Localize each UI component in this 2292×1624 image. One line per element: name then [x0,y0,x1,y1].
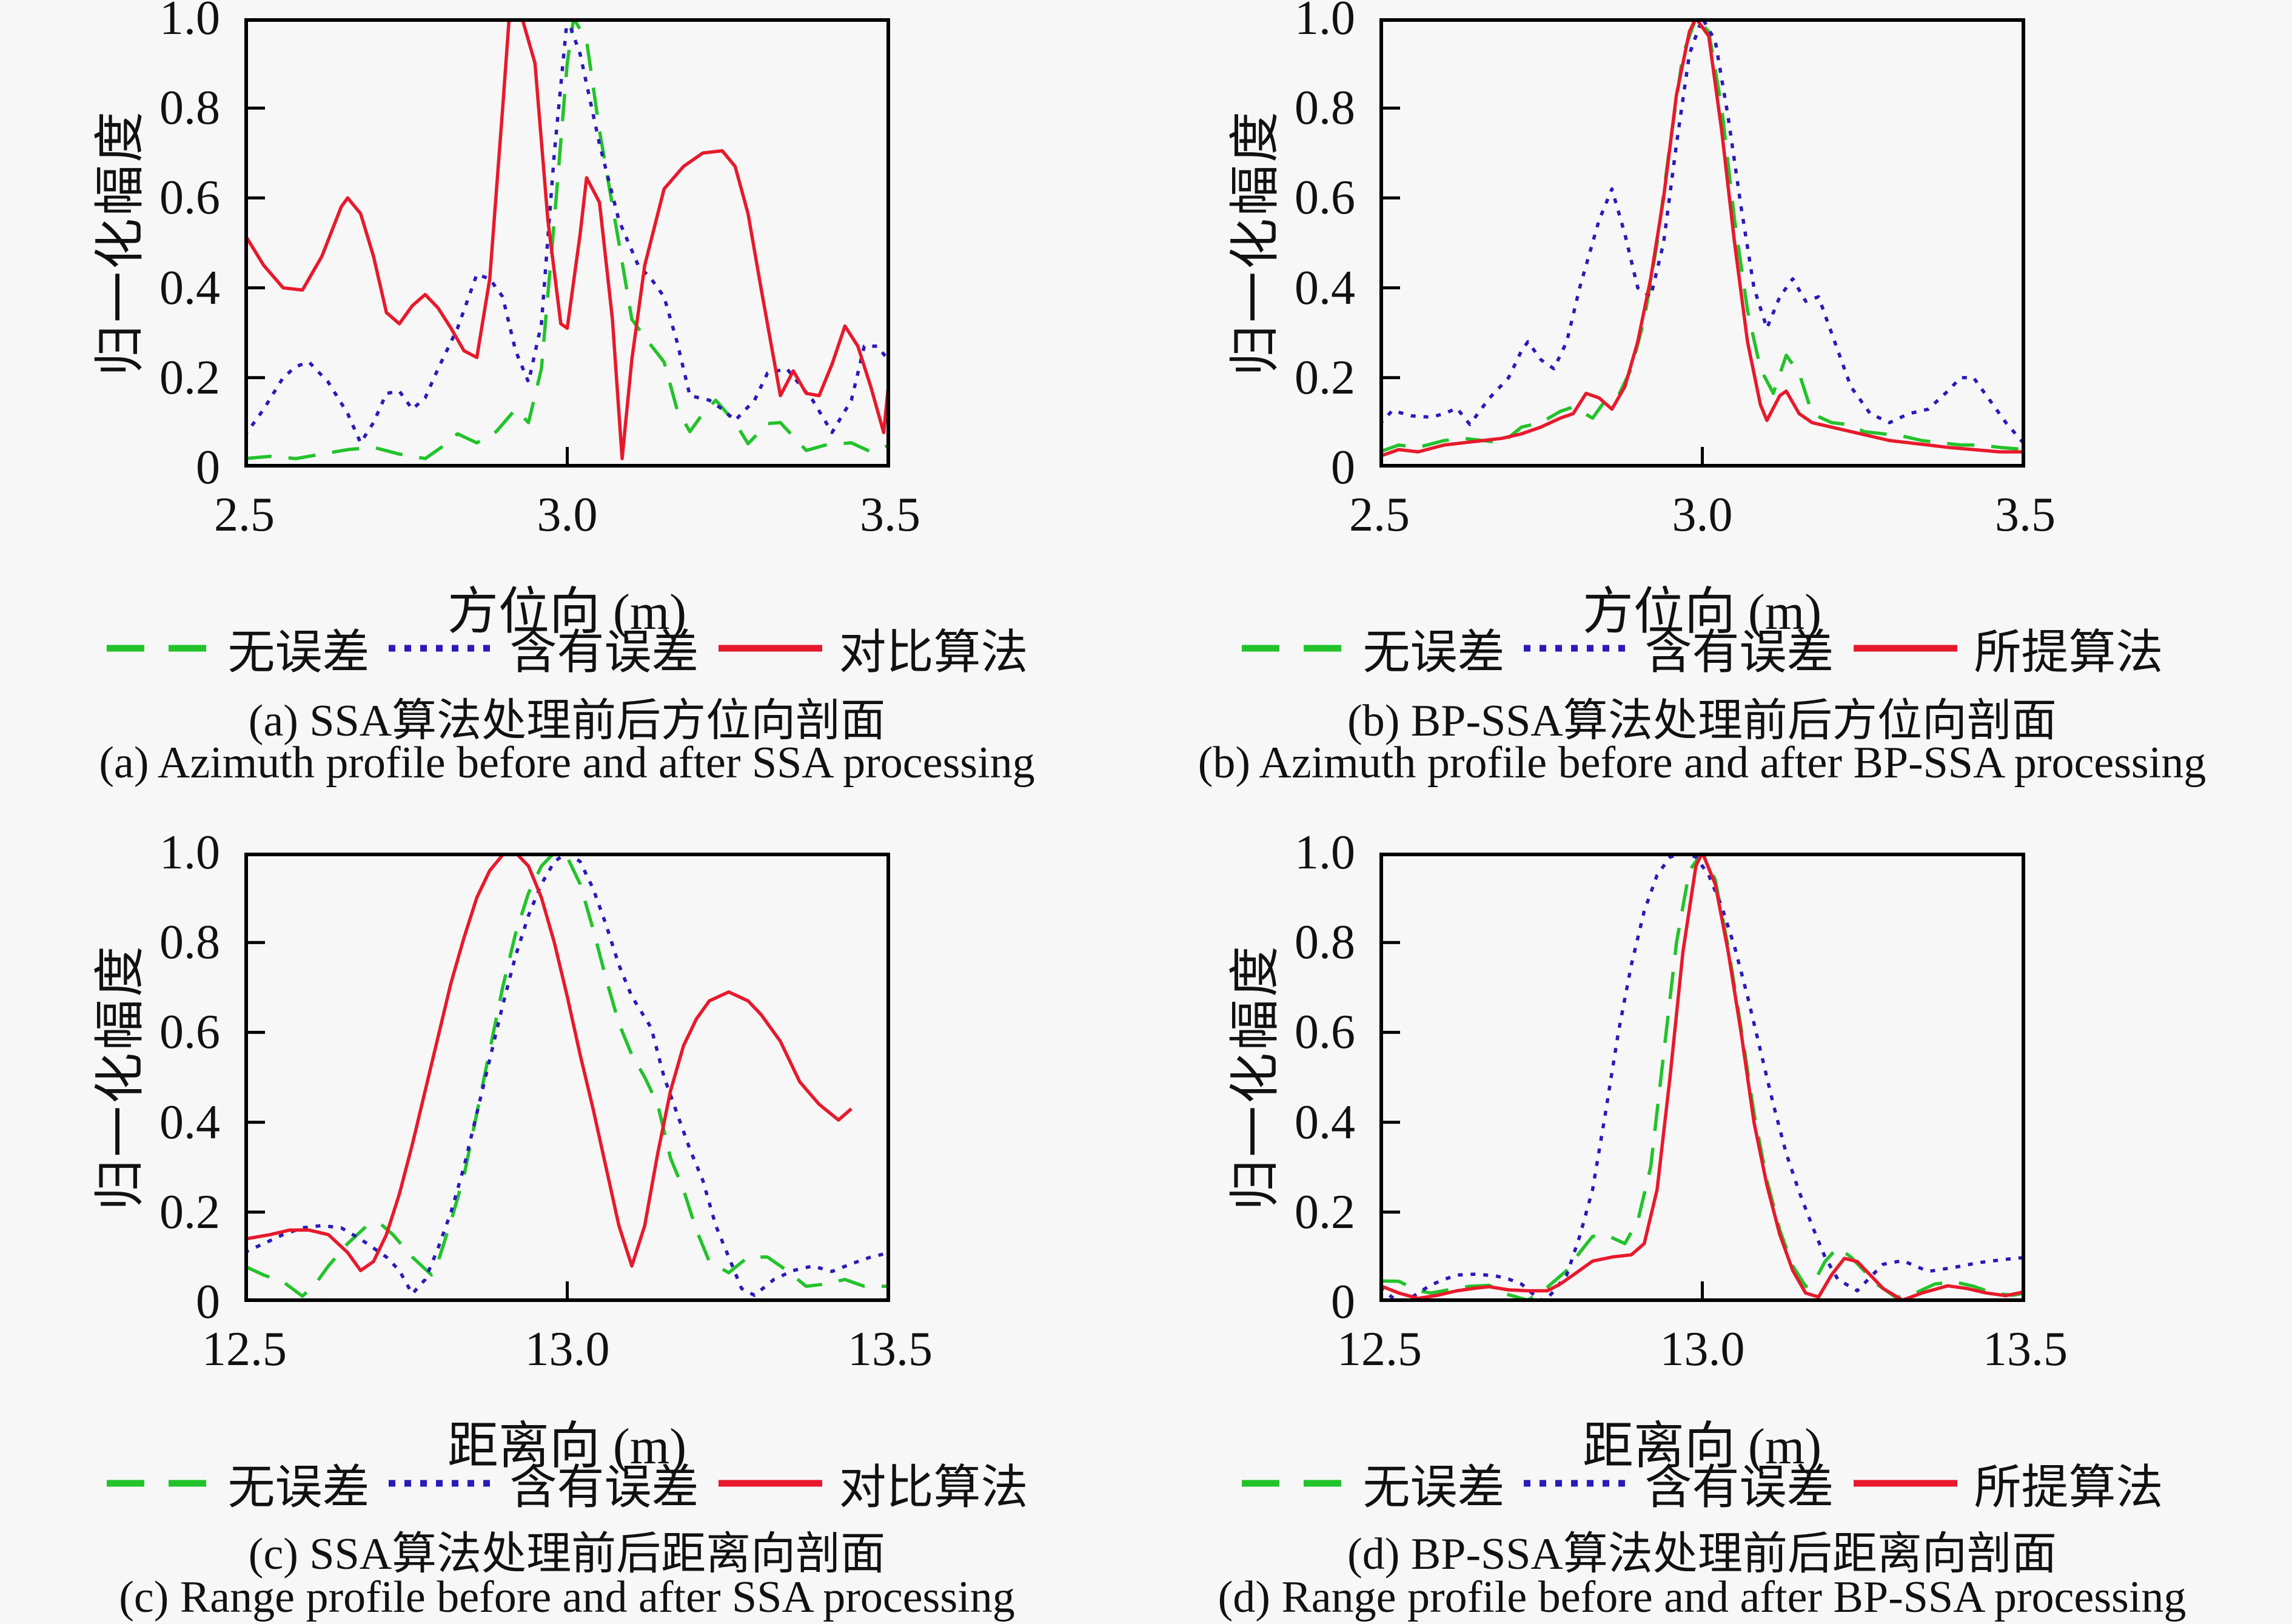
x-tick-label: 2.5 [214,488,275,542]
legend-label: 所提算法 [1974,1461,2163,1514]
y-tick-label: 0.2 [159,1185,220,1239]
y-tick-label: 1.0 [1295,826,1355,879]
x-tick-label: 3.0 [537,488,598,542]
green-dashed-line-icon [1242,645,1346,652]
caption-english: (a) Azimuth profile before and after SSA… [99,738,1035,788]
legend-item-no-error: 无误差 [1241,614,1504,682]
x-tick-label: 12.5 [1337,1323,1422,1376]
y-tick-label: 0.2 [1295,1185,1355,1239]
legend-item-proposed-alg: 所提算法 [1852,1449,2163,1517]
red-solid-line-icon [1853,1480,1957,1487]
legend-label: 含有误差 [1644,626,1834,679]
y-tick-label: 0.8 [1295,81,1355,135]
green-dashed-line-icon [107,1480,211,1487]
legend-label: 所提算法 [1974,626,2163,679]
y-tick-label: 0 [1331,1275,1355,1329]
y-tick-label: 1.0 [1295,0,1355,45]
caption-english: (c) Range profile before and after SSA p… [119,1572,1015,1622]
y-tick-label: 0.6 [1295,1005,1355,1059]
legend: 无误差 含有误差 对比算法 [21,1449,1113,1517]
legend-item-compare-alg: 对比算法 [717,614,1028,682]
green-dashed-line-icon [107,645,211,652]
caption-english: (d) Range profile before and after BP-SS… [1218,1572,2186,1622]
legend-label: 无误差 [1362,1461,1505,1514]
legend-item-proposed-alg: 所提算法 [1852,614,2163,682]
x-tick-label: 13.0 [1660,1323,1745,1376]
y-tick-label: 0.6 [159,1005,220,1059]
caption-chinese: (c) SSA算法处理前后距离向剖面 [248,1529,886,1579]
plot-area [1379,853,2025,1302]
x-tick-label: 13.5 [848,1323,933,1376]
legend-label: 对比算法 [839,626,1028,679]
y-tick-label: 1.0 [159,0,220,45]
legend-item-no-error: 无误差 [1241,1449,1504,1517]
y-tick-label: 0 [196,1275,220,1329]
x-tick-label: 13.5 [1983,1323,2068,1376]
legend-label: 无误差 [1362,626,1505,679]
x-tick-label: 13.0 [524,1323,610,1376]
caption-chinese: (d) BP-SSA算法处理前后距离向剖面 [1347,1529,2057,1579]
y-tick-label: 0.8 [159,81,220,135]
legend-label: 无误差 [227,1461,370,1514]
y-tick-label: 0.2 [1295,351,1355,404]
y-tick-label: 0.4 [1295,1095,1355,1149]
y-tick-label: 1.0 [159,826,220,879]
x-tick-label: 3.5 [1995,488,2056,542]
legend-item-no-error: 无误差 [106,1449,369,1517]
x-axis-label: 距离向 (m) [1582,1418,1822,1475]
legend-label: 含有误差 [1644,1461,1834,1514]
caption-english: (b) Azimuth profile before and after BP-… [1198,738,2207,788]
green-dashed-line-icon [1242,1480,1346,1487]
legend-item-with-error: 含有误差 [1523,614,1834,682]
legend: 无误差 含有误差 所提算法 [1156,1449,2248,1517]
y-tick-label: 0 [196,441,220,494]
legend-item-with-error: 含有误差 [387,1449,699,1517]
legend-label: 含有误差 [509,1461,699,1514]
y-tick-label: 0.4 [159,261,220,315]
x-tick-label: 2.5 [1349,488,1410,542]
blue-dotted-line-icon [1524,1480,1628,1487]
x-axis-label: 距离向 (m) [447,1418,687,1475]
legend-label: 无误差 [227,626,370,679]
plot-area [244,18,890,468]
red-solid-line-icon [718,645,822,652]
caption-chinese: (b) BP-SSA算法处理前后方位向剖面 [1347,696,2057,746]
red-solid-line-icon [1853,645,1957,652]
plot-area [244,853,890,1302]
x-tick-label: 3.5 [860,488,920,542]
x-axis-label: 方位向 (m) [1582,584,1822,640]
y-tick-label: 0.4 [159,1095,220,1149]
y-tick-label: 0.6 [159,171,220,225]
legend-label: 含有误差 [509,626,699,679]
x-axis-label: 方位向 (m) [447,584,687,640]
blue-dotted-line-icon [389,645,493,652]
y-tick-label: 0.8 [159,916,220,970]
blue-dotted-line-icon [1524,645,1628,652]
legend: 无误差 含有误差 所提算法 [1156,614,2248,682]
legend-item-with-error: 含有误差 [1523,1449,1834,1517]
x-tick-label: 3.0 [1672,488,1733,542]
y-tick-label: 0.8 [1295,916,1355,970]
red-solid-line-icon [718,1480,822,1487]
blue-dotted-line-icon [389,1480,493,1487]
legend: 无误差 含有误差 对比算法 [21,614,1113,682]
legend-item-no-error: 无误差 [106,614,369,682]
legend-item-compare-alg: 对比算法 [717,1449,1028,1517]
caption-chinese: (a) SSA算法处理前后方位向剖面 [248,696,886,746]
legend-label: 对比算法 [839,1461,1028,1514]
y-tick-label: 0.2 [159,351,220,404]
y-tick-label: 0.6 [1295,171,1355,225]
y-tick-label: 0 [1331,441,1355,494]
x-tick-label: 12.5 [202,1323,287,1376]
plot-area [1379,18,2025,468]
legend-item-with-error: 含有误差 [387,614,699,682]
y-tick-label: 0.4 [1295,261,1355,315]
